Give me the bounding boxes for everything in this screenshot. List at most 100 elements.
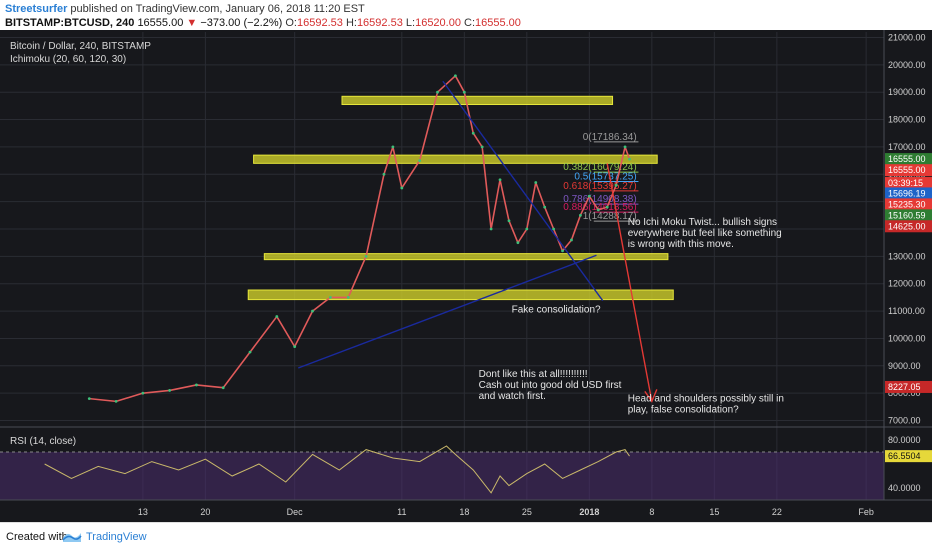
support-resistance-zone (341, 95, 614, 106)
price-tag (885, 153, 932, 166)
price-tick-label: 13000.00 (888, 251, 926, 261)
price-tag (885, 164, 932, 177)
published-text: published on TradingView.com, January 06… (70, 3, 365, 15)
price-tick-label: 10000.00 (888, 333, 926, 343)
price-point (168, 389, 172, 392)
price-point (552, 227, 556, 231)
price-point (579, 213, 582, 217)
rsi-line (44, 445, 630, 494)
price-point (543, 205, 547, 209)
chart-title: Bitcoin / Dollar, 240, BITSTAMP (10, 41, 151, 52)
trendline (442, 80, 604, 302)
price-point (293, 345, 297, 349)
price-point (248, 350, 252, 354)
time-tick-label: 8 (649, 507, 654, 517)
time-tick-label: 11 (397, 507, 406, 517)
footer: Created with TradingView (0, 522, 932, 551)
price-tag-label: 15696.19 (888, 188, 926, 198)
rsi-pane[interactable] (0, 445, 884, 501)
price-tick-label: 19000.00 (888, 87, 926, 97)
price-point (489, 227, 493, 231)
created-with-text: Created with (6, 531, 68, 543)
price-tick-label: 21000.00 (888, 32, 926, 42)
price-tag-label: 15160.59 (888, 210, 926, 220)
price-change: −373.00 (−2.2%) (200, 17, 283, 29)
price-point (275, 315, 279, 318)
annotation-line: is wrong with this move. (628, 239, 734, 250)
rsi-last-tag (885, 450, 932, 463)
price-tag-label: 03:39:15 (888, 178, 923, 188)
time-tick-label: 2018 (579, 507, 599, 517)
price-point (391, 145, 395, 149)
price-tick-label: 17000.00 (888, 142, 926, 152)
low-value: 16520.00 (415, 17, 461, 29)
price-tag-label: 15235.30 (888, 199, 926, 209)
annotation-line: Fake consolidation? (512, 304, 601, 315)
price-point (587, 194, 591, 198)
price-pane[interactable]: 0(17186.34)0.382(16079.24)0.5(15737.25)0… (0, 32, 884, 500)
time-tick-label: Dec (287, 507, 304, 517)
price-point (623, 145, 627, 149)
fib-level-label: 0(17186.34) (583, 132, 637, 143)
time-tick-label: 18 (459, 507, 469, 517)
price-point (346, 296, 350, 299)
chart-annotation: Fake consolidation? (512, 304, 601, 315)
time-tick-label: 20 (200, 507, 210, 517)
rsi-label: RSI (14, close) (10, 436, 76, 447)
open-value: 16592.53 (296, 17, 343, 29)
price-tag (885, 177, 932, 190)
price-point (382, 172, 386, 176)
annotation-line: everywhere but feel like something (628, 228, 782, 239)
time-tick-label: 15 (709, 507, 719, 517)
support-resistance-zone (263, 253, 669, 261)
time-tick-label: 22 (772, 507, 782, 517)
header: Streetsurfer published on TradingView.co… (0, 0, 932, 30)
chart[interactable]: 0(17186.34)0.382(16079.24)0.5(15737.25)0… (0, 30, 932, 522)
support-resistance-zone (253, 154, 658, 164)
annotation-line: play, false consolidation? (628, 404, 739, 415)
price-tick-label: 20000.00 (888, 60, 926, 70)
price-point (516, 241, 520, 245)
price-point (605, 205, 609, 209)
price-point (418, 159, 422, 162)
tradingview-logo-icon (62, 533, 82, 542)
time-tick-label: Feb (858, 507, 874, 517)
annotation-line: No Ichi Moku Twist... bullish signs (628, 217, 777, 228)
price-tick-label: 9000.00 (888, 361, 921, 371)
chart-annotation: No Ichi Moku Twist... bullish signs every… (628, 217, 782, 250)
price-tag-label: 14625.00 (888, 221, 926, 231)
price-point (628, 157, 631, 161)
price-point (462, 90, 466, 94)
price-tag (885, 380, 932, 393)
price-point (498, 178, 502, 182)
annotation-line: Dont like this at all!!!!!!!!!! (479, 369, 588, 380)
time-tick-label: 13 (138, 507, 148, 517)
fib-level-label: 0.786(14908.38) (563, 194, 636, 205)
price-tag (885, 198, 932, 211)
annotation-line: and watch first. (479, 391, 546, 402)
fib-level-label: 0.886(14618.56) (563, 202, 636, 213)
high-label: H: (345, 17, 357, 29)
price-point (561, 249, 564, 253)
annotation-line: Head and shoulders possibly still in (628, 393, 784, 404)
close-value: 16555.00 (475, 17, 521, 29)
price-point (525, 227, 529, 231)
axes: 40.0000 80.0000 66.5504 7000.00 8000.00 9000.… (0, 30, 932, 517)
low-label: L: (405, 17, 416, 29)
annotation-line: Cash out into good old USD first (479, 380, 622, 391)
price-point (436, 90, 439, 94)
price-point (400, 186, 404, 190)
author-link[interactable]: Streetsurfer (5, 3, 68, 15)
price-point (364, 254, 368, 258)
fib-level-label: 1(14288.17) (583, 211, 637, 222)
price-tag (885, 220, 932, 233)
price-tick-label: 7000.00 (888, 416, 921, 426)
time-tick-label: 25 (522, 507, 532, 517)
price-point (114, 399, 118, 403)
chart-annotation: Head and shoulders possibly still in play… (628, 393, 784, 415)
tradingview-brand[interactable]: TradingView (86, 531, 147, 543)
last-price: 16555.00 (137, 17, 184, 29)
price-point (221, 386, 225, 390)
price-tag-label: 16555.00 (888, 154, 926, 164)
fib-level-label: 0.5(15737.25) (574, 171, 636, 182)
